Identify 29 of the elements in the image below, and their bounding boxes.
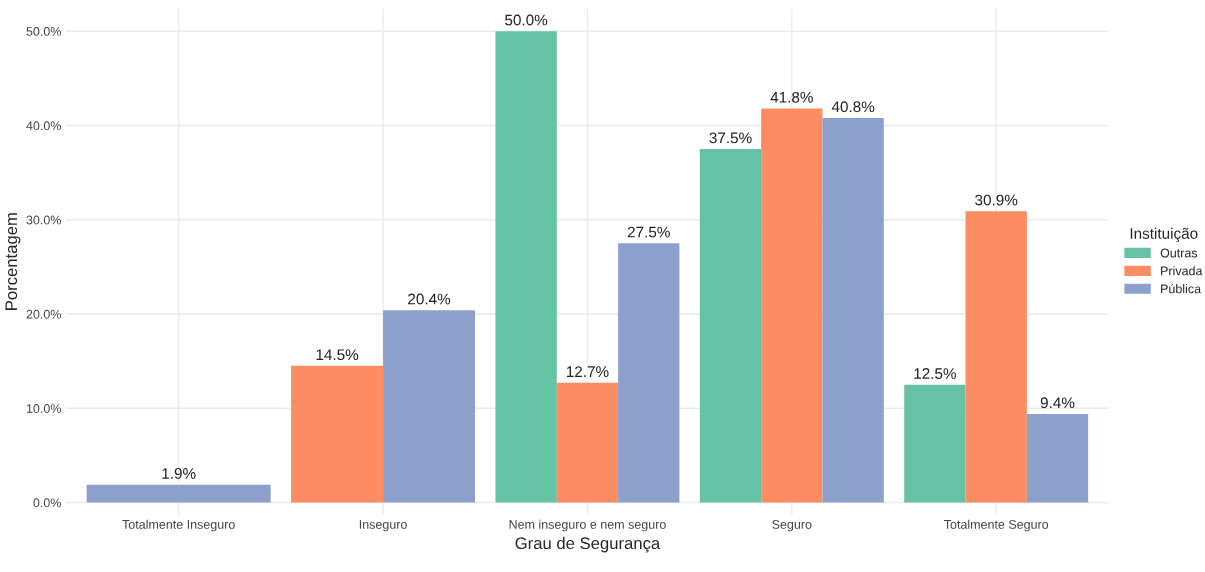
x-axis-title: Grau de Segurança — [515, 536, 661, 553]
data-label: 12.5% — [914, 368, 956, 379]
legend-title: Instituição — [1130, 227, 1198, 242]
x-tick-label: Totalmente Inseguro — [122, 519, 235, 532]
y-tick-label: 0.0% — [33, 498, 61, 508]
data-label: 40.8% — [831, 101, 875, 113]
data-label: 30.9% — [975, 194, 1018, 206]
y-tick-label: 30.0% — [26, 215, 61, 225]
data-label: 9.4% — [1040, 397, 1075, 409]
legend-label: Outras — [1160, 248, 1198, 258]
y-tick-label: 50.0% — [26, 27, 61, 36]
data-label: 27.5% — [627, 226, 670, 238]
legend-label: Privada — [1161, 266, 1203, 276]
y-tick-label: 20.0% — [26, 309, 61, 319]
y-tick-label: 10.0% — [26, 404, 61, 413]
data-label: 12.7% — [566, 366, 609, 377]
data-label: 50.0% — [505, 14, 548, 26]
data-label: 37.5% — [709, 132, 752, 144]
legend-label: Pública — [1161, 283, 1202, 294]
data-label: 41.8% — [770, 91, 813, 103]
data-label: 20.4% — [408, 293, 451, 305]
y-tick-label: 40.0% — [26, 121, 61, 131]
x-tick-label: Inseguro — [359, 520, 407, 532]
data-label: 14.5% — [316, 349, 359, 361]
x-tick-label: Totalmente Seguro — [944, 519, 1049, 532]
data-label: 1.9% — [162, 468, 196, 479]
x-tick-label: Seguro — [772, 519, 812, 532]
x-tick-label: Nem inseguro e nem seguro — [509, 519, 666, 532]
y-axis-title: Porcentagem — [5, 213, 21, 310]
